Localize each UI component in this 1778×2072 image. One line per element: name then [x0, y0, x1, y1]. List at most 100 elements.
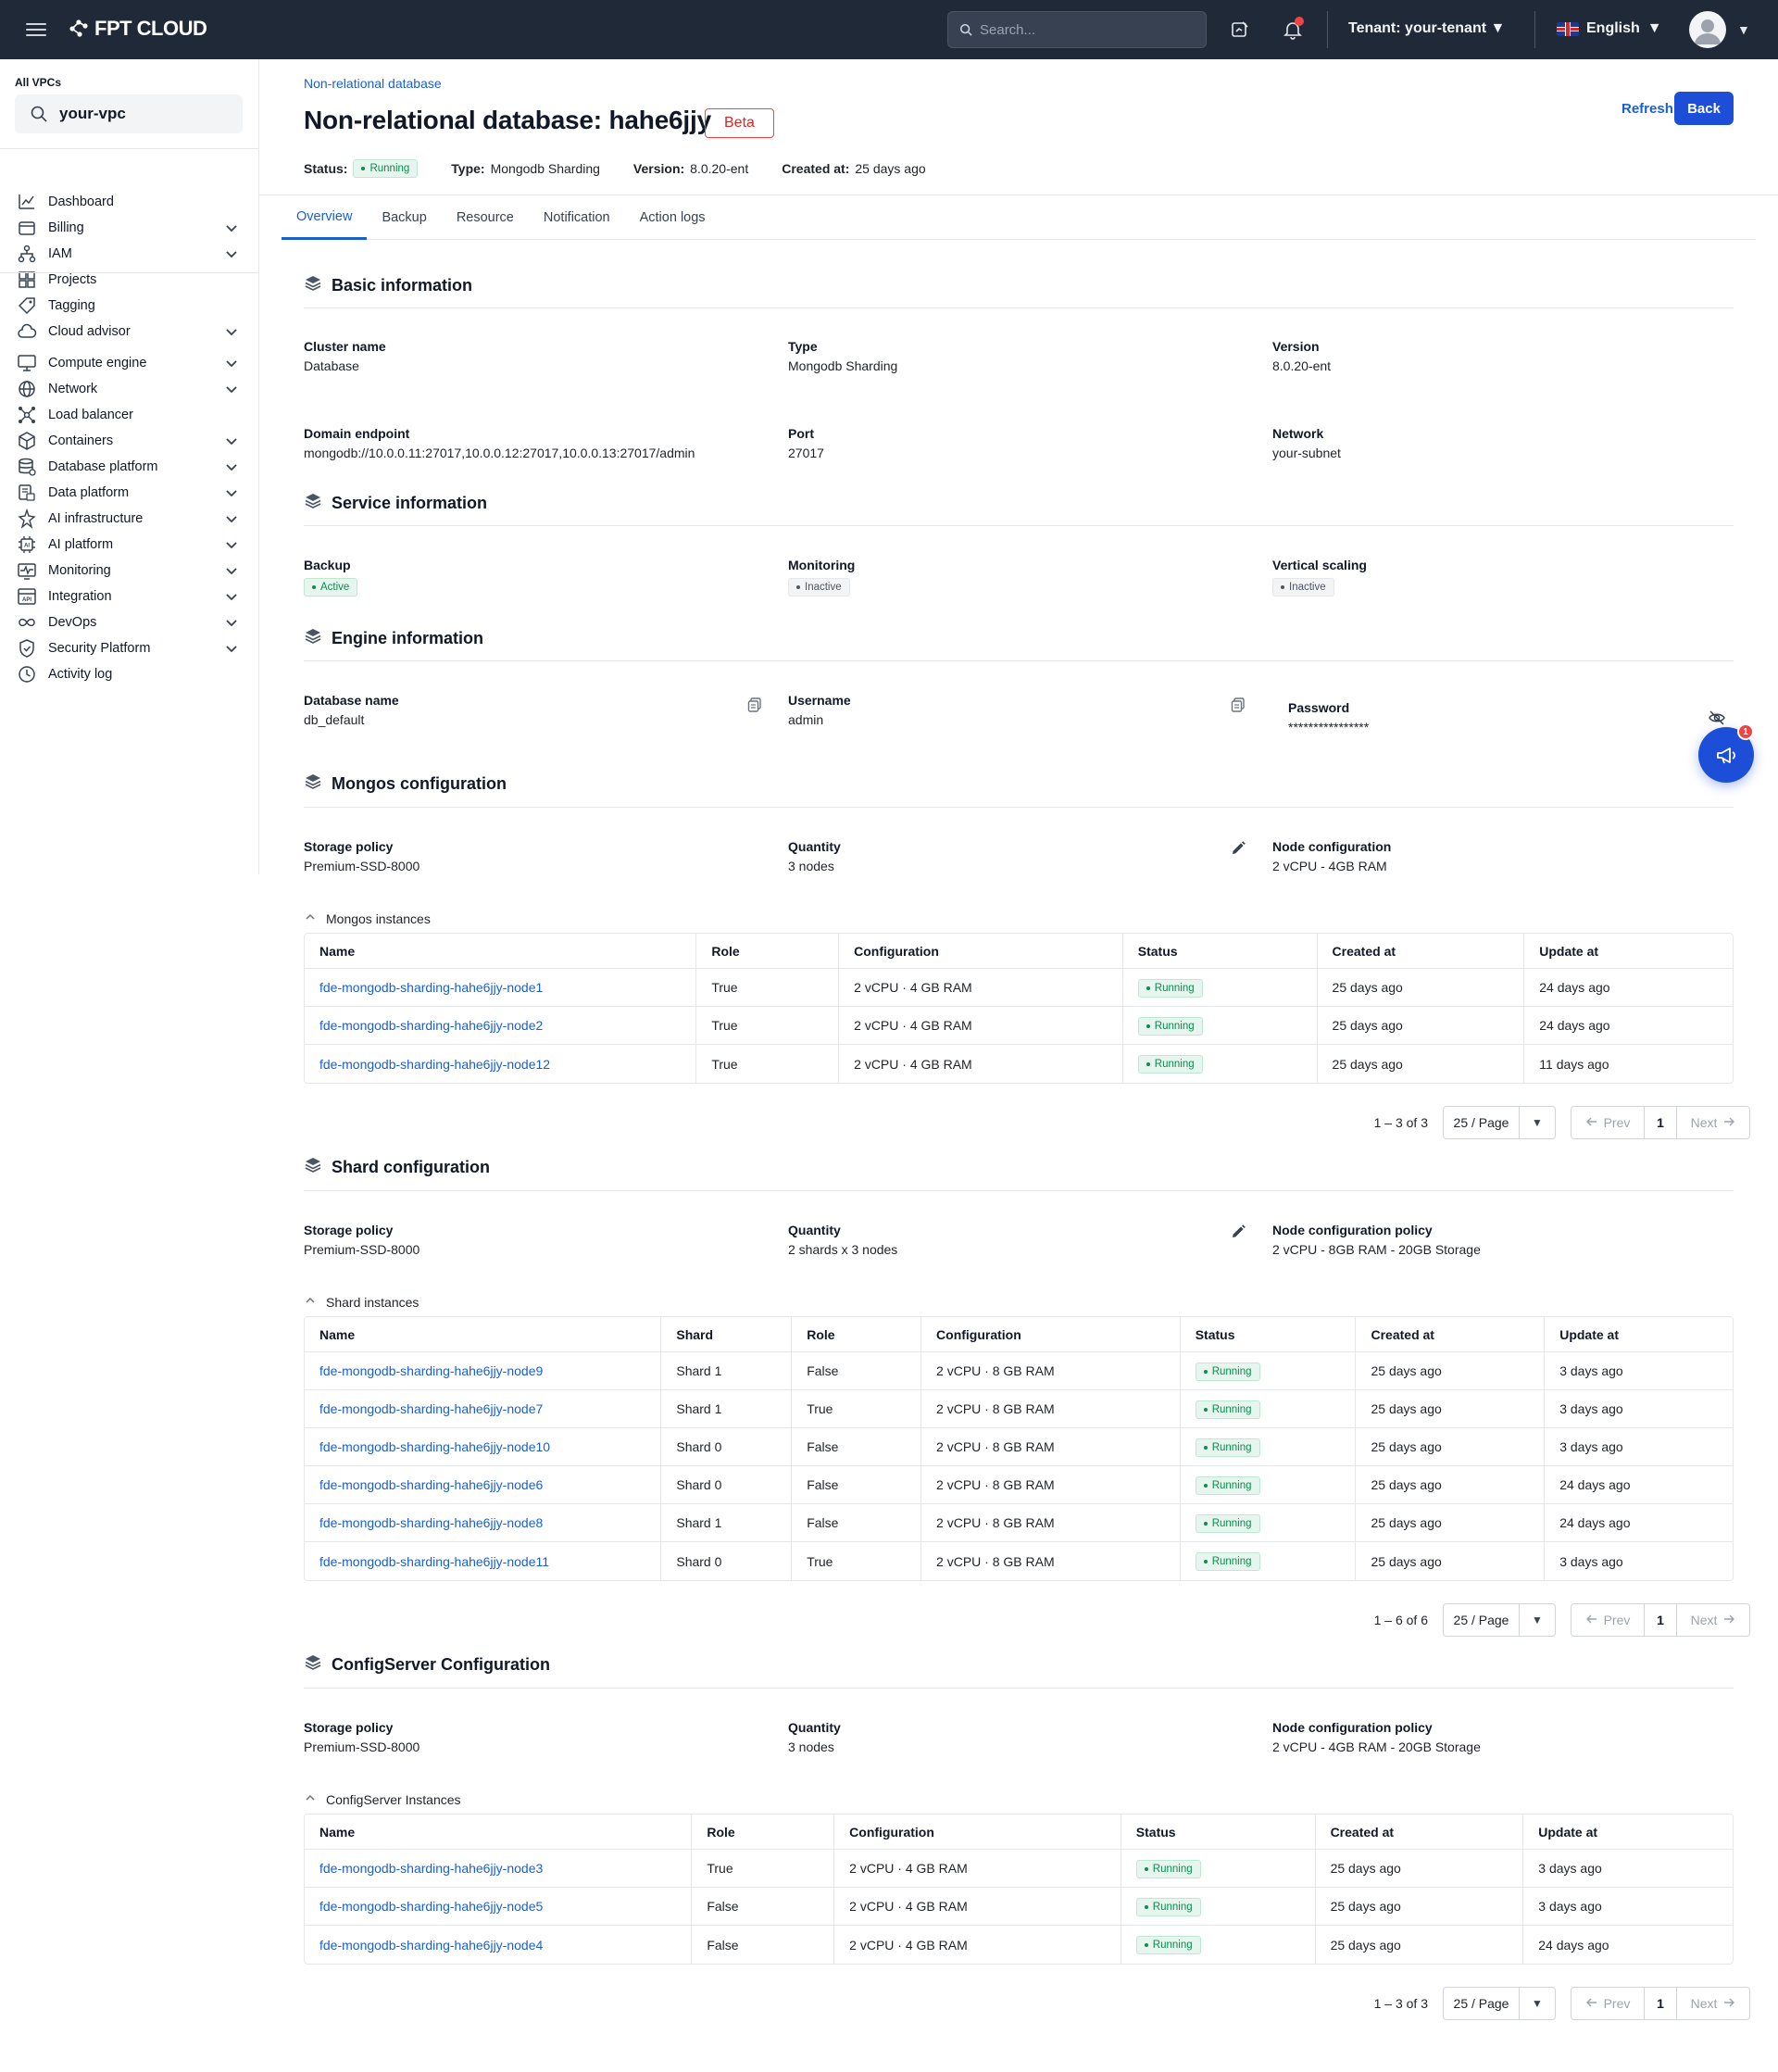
- chevron-down-icon[interactable]: [224, 382, 239, 396]
- page-number-button[interactable]: 1: [1644, 1604, 1677, 1636]
- column-header[interactable]: Created at: [1315, 1815, 1524, 1850]
- refresh-button[interactable]: Refresh: [1610, 92, 1684, 125]
- chevron-down-icon[interactable]: [224, 641, 239, 656]
- sidebar-item-load-balancer[interactable]: Load balancer: [0, 396, 259, 433]
- chevron-down-icon[interactable]: [224, 485, 239, 500]
- instance-name-link[interactable]: fde-mongodb-sharding-hahe6jjy-node1: [319, 980, 544, 995]
- sidebar-item-database-platform[interactable]: Database platform: [0, 448, 259, 485]
- instance-name-link[interactable]: fde-mongodb-sharding-hahe6jjy-node8: [319, 1515, 544, 1530]
- column-header[interactable]: Name: [305, 934, 697, 969]
- column-header[interactable]: Update at: [1524, 934, 1733, 969]
- chevron-down-icon[interactable]: [224, 589, 239, 604]
- column-header[interactable]: Configuration: [834, 1815, 1121, 1850]
- tab-resource[interactable]: Resource: [456, 210, 514, 225]
- feedback-icon[interactable]: [1227, 17, 1253, 43]
- sidebar-item-ai-platform[interactable]: AI AI platform: [0, 526, 259, 563]
- column-header[interactable]: Status: [1180, 1317, 1357, 1352]
- page-size-select[interactable]: 25 / Page ▼: [1443, 1603, 1556, 1637]
- instance-name-link[interactable]: fde-mongodb-sharding-hahe6jjy-node12: [319, 1056, 551, 1072]
- next-page-button[interactable]: Next: [1677, 1988, 1749, 2019]
- instance-name-link[interactable]: fde-mongodb-sharding-hahe6jjy-node10: [319, 1439, 551, 1454]
- sidebar-item-compute-engine[interactable]: Compute engine: [0, 345, 259, 382]
- chevron-down-icon[interactable]: [224, 220, 239, 235]
- sidebar-item-data-platform[interactable]: Data platform: [0, 474, 259, 511]
- prev-page-button[interactable]: Prev: [1571, 1988, 1644, 2019]
- next-page-button[interactable]: Next: [1677, 1107, 1749, 1138]
- prev-page-button[interactable]: Prev: [1571, 1107, 1644, 1138]
- tab-backup[interactable]: Backup: [382, 210, 427, 225]
- column-header[interactable]: Status: [1122, 934, 1318, 969]
- column-header[interactable]: Configuration: [839, 934, 1123, 969]
- instance-name-link[interactable]: fde-mongodb-sharding-hahe6jjy-node11: [319, 1553, 550, 1569]
- column-header[interactable]: Role: [696, 934, 840, 969]
- menu-icon[interactable]: [26, 19, 46, 40]
- column-header[interactable]: Name: [305, 1317, 662, 1352]
- sidebar-item-integration[interactable]: API Integration: [0, 578, 259, 615]
- page-number-button[interactable]: 1: [1644, 1107, 1677, 1138]
- brand-logo[interactable]: FPT CLOUD: [67, 17, 207, 41]
- configserver-instances-toggle[interactable]: ConfigServer Instances: [304, 1791, 461, 1807]
- chevron-down-icon[interactable]: [224, 246, 239, 261]
- page-number-button[interactable]: 1: [1644, 1988, 1677, 2019]
- instance-name-link[interactable]: fde-mongodb-sharding-hahe6jjy-node5: [319, 1899, 544, 1914]
- instance-name-link[interactable]: fde-mongodb-sharding-hahe6jjy-node4: [319, 1937, 544, 1953]
- vpc-selector[interactable]: your-vpc: [15, 94, 243, 133]
- instance-name-link[interactable]: fde-mongodb-sharding-hahe6jjy-node7: [319, 1401, 544, 1416]
- page-size-select[interactable]: 25 / Page ▼: [1443, 1106, 1556, 1139]
- sidebar-item-projects[interactable]: Projects: [0, 261, 259, 298]
- sidebar-item-billing[interactable]: Billing: [0, 209, 259, 246]
- instance-name-link[interactable]: fde-mongodb-sharding-hahe6jjy-node3: [319, 1861, 544, 1876]
- copy-icon[interactable]: [1230, 697, 1246, 713]
- notification-bell-icon[interactable]: [1280, 17, 1306, 43]
- sidebar-item-iam[interactable]: IAM: [0, 235, 259, 272]
- column-header[interactable]: Role: [792, 1317, 922, 1352]
- sidebar-item-network[interactable]: Network: [0, 370, 259, 408]
- sidebar-item-tagging[interactable]: Tagging: [0, 287, 259, 324]
- column-header[interactable]: Name: [305, 1815, 693, 1850]
- chevron-down-icon[interactable]: [224, 537, 239, 552]
- caret-down-icon[interactable]: ▼: [1737, 22, 1750, 37]
- tab-overview[interactable]: Overview: [282, 195, 368, 240]
- next-page-button[interactable]: Next: [1677, 1604, 1749, 1636]
- column-header[interactable]: Role: [692, 1815, 835, 1850]
- tab-notification[interactable]: Notification: [543, 210, 610, 225]
- language-selector[interactable]: English ▼: [1557, 20, 1662, 37]
- sidebar-item-cloud-advisor[interactable]: Cloud advisor: [0, 313, 259, 350]
- sidebar-item-devops[interactable]: DevOps: [0, 604, 259, 641]
- search-input[interactable]: [980, 21, 1183, 38]
- instance-name-link[interactable]: fde-mongodb-sharding-hahe6jjy-node9: [319, 1363, 544, 1378]
- sidebar-item-dashboard[interactable]: Dashboard: [0, 183, 259, 220]
- prev-page-button[interactable]: Prev: [1571, 1604, 1644, 1636]
- search-box[interactable]: [947, 11, 1207, 48]
- mongos-instances-toggle[interactable]: Mongos instances: [304, 910, 431, 926]
- edit-pencil-icon[interactable]: [1230, 1224, 1246, 1240]
- column-header[interactable]: Status: [1121, 1815, 1316, 1850]
- shard-instances-toggle[interactable]: Shard instances: [304, 1294, 419, 1310]
- back-button[interactable]: Back: [1674, 92, 1734, 125]
- sidebar-item-monitoring[interactable]: Monitoring: [0, 552, 259, 589]
- copy-icon[interactable]: [746, 697, 763, 713]
- column-header[interactable]: Configuration: [921, 1317, 1181, 1352]
- chevron-down-icon[interactable]: [224, 615, 239, 630]
- chevron-down-icon[interactable]: [224, 459, 239, 474]
- edit-pencil-icon[interactable]: [1230, 840, 1246, 857]
- tenant-selector[interactable]: Tenant: your-tenant ▼: [1348, 20, 1505, 37]
- tab-action-logs[interactable]: Action logs: [639, 210, 706, 225]
- instance-name-link[interactable]: fde-mongodb-sharding-hahe6jjy-node2: [319, 1018, 544, 1033]
- column-header[interactable]: Update at: [1545, 1317, 1733, 1352]
- chevron-down-icon[interactable]: [224, 433, 239, 448]
- sidebar-item-activity-log[interactable]: Activity log: [0, 656, 259, 693]
- sidebar-item-ai-infrastructure[interactable]: AI infrastructure: [0, 500, 259, 537]
- column-header[interactable]: Update at: [1523, 1815, 1733, 1850]
- chevron-down-icon[interactable]: [224, 356, 239, 370]
- column-header[interactable]: Created at: [1317, 934, 1525, 969]
- page-size-select[interactable]: 25 / Page ▼: [1443, 1987, 1556, 2020]
- eye-off-icon[interactable]: [1708, 709, 1725, 725]
- chevron-down-icon[interactable]: [224, 563, 239, 578]
- sidebar-item-containers[interactable]: Containers: [0, 422, 259, 459]
- instance-name-link[interactable]: fde-mongodb-sharding-hahe6jjy-node6: [319, 1477, 544, 1492]
- chevron-down-icon[interactable]: [224, 324, 239, 339]
- column-header[interactable]: Created at: [1356, 1317, 1546, 1352]
- breadcrumb[interactable]: Non-relational database: [304, 76, 442, 91]
- avatar[interactable]: [1689, 11, 1726, 48]
